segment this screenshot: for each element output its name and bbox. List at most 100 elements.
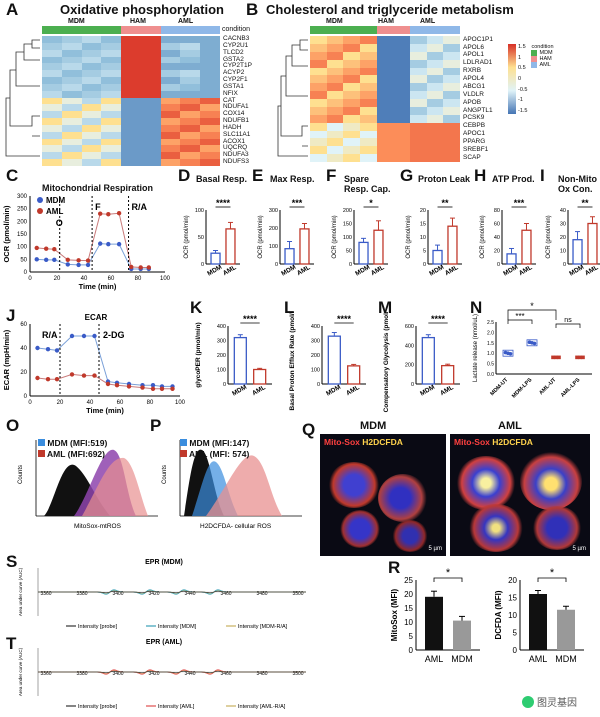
heatmap-cell: [160, 56, 181, 64]
condition-label-a: condition: [222, 26, 251, 33]
data-point-aml: [140, 385, 145, 390]
heatmap-cell: [121, 159, 141, 166]
data-point-aml: [35, 375, 40, 381]
panel-letter-o: O: [6, 416, 20, 435]
heatmap-cell: [160, 104, 181, 112]
heatmap-cell: [140, 36, 161, 43]
micro-title-mdm: MDM: [360, 420, 387, 432]
y-tick-label: 0: [497, 262, 500, 268]
x-tick-label: 3500: [292, 671, 303, 677]
data-point-mdm: [116, 241, 122, 247]
legend-tick: 0: [518, 75, 522, 82]
panel-letter-s: S: [6, 552, 18, 571]
heatmap-cell: [160, 49, 181, 57]
heatmap-cell: [180, 56, 201, 64]
heatmap-cell: [359, 146, 377, 155]
heatmap-cell: [101, 83, 122, 91]
data-point-mdm: [150, 383, 156, 388]
x-tick-label: MDM: [231, 384, 248, 398]
heatmap-cell: [81, 145, 102, 153]
y-tick-label: 10: [560, 249, 566, 255]
panel-letter-m: M: [378, 298, 393, 317]
injection-label: 2-DG: [103, 330, 125, 340]
data-point-aml: [129, 264, 134, 270]
x-tick-label: 3360: [40, 671, 51, 677]
x-tick-label: MDM: [354, 264, 371, 278]
heatmap-cell: [376, 154, 394, 162]
heatmap-cell: [393, 51, 410, 60]
x-tick-label: 3360: [40, 591, 51, 597]
y-tick-label: 20: [560, 235, 566, 241]
heatmap-cell: [81, 124, 102, 132]
heatmap-cell: [42, 152, 62, 160]
heatmap-cell: [200, 159, 220, 166]
data-point-aml: [126, 384, 132, 389]
histogram-p-xlabel: H2DCFDA- cellular ROS: [200, 523, 272, 530]
y-tick-label: 250: [17, 207, 28, 213]
legend-label: Intensity [MDM-R/A]: [238, 624, 288, 630]
heatmap-cell: [200, 118, 220, 125]
heatmap-cell: [409, 36, 427, 44]
histogram-o: Counts MitoSox-mtROS: [18, 440, 158, 530]
data-point-mdm: [34, 257, 39, 262]
heatmap-cell: [376, 114, 394, 123]
heatmap-cell: [326, 51, 344, 60]
group-label-ham: HAM: [130, 18, 146, 25]
data-point-mdm: [76, 262, 81, 268]
y-axis-label: Basal Proton Efflux Rate (pmol/min): [289, 312, 296, 410]
y-tick-label: 200: [269, 226, 278, 232]
heatmap-cell: [326, 91, 344, 99]
heatmap-cell: [326, 43, 344, 52]
legend-label: Intensity [probe]: [78, 704, 118, 710]
heatmap-cell: [310, 83, 327, 92]
y-tick-label: 0.0: [487, 372, 494, 378]
heatmap-cell: [42, 49, 62, 57]
heatmap-cell: [42, 42, 62, 50]
heatmap-cell: [140, 90, 161, 98]
y-axis-label: OCR (pmol/min): [406, 215, 412, 258]
y-tick-label: 150: [343, 222, 352, 228]
bar-mdm: [358, 241, 369, 265]
heatmap-cell: [140, 145, 161, 153]
heatmap-cell: [180, 104, 201, 112]
x-tick-label: AML: [370, 264, 386, 277]
heatmap-cell: [140, 97, 161, 105]
x-tick-label: 3420: [148, 591, 159, 597]
x-tick-label: MDM: [280, 264, 297, 278]
data-point-mdm: [44, 257, 49, 263]
heatmap-cell: [42, 77, 62, 84]
heatmap-cell: [376, 146, 394, 155]
y-tick-label: 0: [563, 262, 566, 268]
heatmap-cell: [200, 90, 220, 98]
heatmap-cell: [61, 138, 82, 146]
heatmap-cell: [393, 106, 410, 115]
heatmap-cell: [326, 99, 344, 107]
y-axis-label: Compensatory Glycolysis (pmol/min): [383, 312, 390, 412]
data-point-aml: [34, 245, 39, 251]
y-tick-label: 20: [420, 208, 426, 214]
heatmap-cell: [121, 77, 141, 84]
gene-label: APOC1: [463, 130, 486, 138]
heatmap-cell: [426, 106, 444, 115]
significance-label: *: [550, 567, 555, 579]
panel-b-title: Cholesterol and triglyceride metabolism: [266, 2, 514, 17]
injection-label: R/A: [42, 330, 58, 340]
y-tick-label: 10: [420, 235, 426, 241]
legend-marker-aml: [37, 208, 43, 214]
gene-label: LDLRAD1: [463, 59, 493, 67]
heatmap-cell: [443, 67, 460, 76]
heatmap-cell: [310, 51, 327, 60]
y-tick-label: 600: [405, 324, 414, 330]
heatmap-cell: [409, 83, 427, 92]
heatmap-cell: [200, 145, 220, 153]
data-point-aml: [170, 386, 175, 391]
data-point: [578, 355, 582, 360]
y-tick-label: 200: [405, 363, 414, 369]
heatmap-cell: [200, 97, 220, 105]
panel-letter-b: B: [246, 0, 259, 19]
heatmap-cell: [180, 70, 201, 78]
heatmap-cell: [42, 97, 62, 105]
x-tick-label: 100: [175, 400, 186, 406]
x-tick-label: MDM-UT: [489, 377, 509, 397]
panel-letter-r: R: [388, 558, 401, 577]
